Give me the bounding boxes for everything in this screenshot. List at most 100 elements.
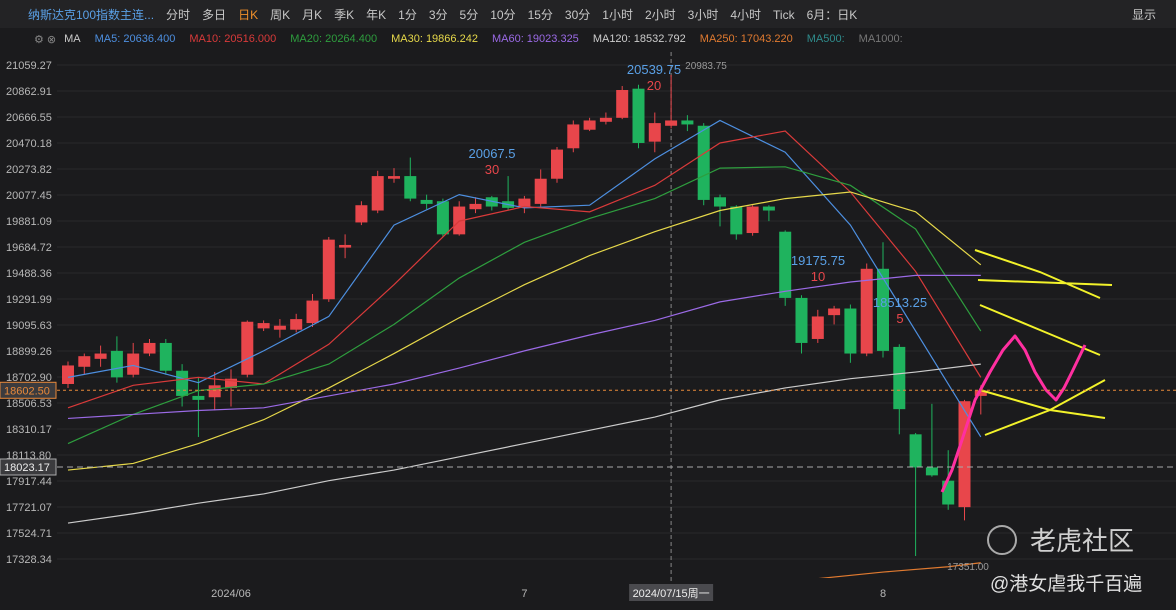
period-tab[interactable]: 日K <box>238 7 259 22</box>
candle-body <box>648 123 661 142</box>
candle-body <box>714 197 726 207</box>
candle-body <box>388 176 400 179</box>
candle-body <box>436 201 449 235</box>
ma-line <box>67 119 982 438</box>
ma-legend: MA250: 17043.220 <box>699 33 793 45</box>
ma-legend: MA60: 19023.325 <box>491 33 579 45</box>
period-tab[interactable]: 季K <box>334 7 355 22</box>
period-tab[interactable]: 多日 <box>202 7 227 22</box>
price-annotation: 19175.75 <box>791 253 845 268</box>
y-tick-label: 20273.82 <box>6 164 52 176</box>
watermark-logo <box>987 525 1017 555</box>
period-tab[interactable]: 30分 <box>564 7 591 22</box>
ma-line <box>67 363 981 524</box>
y-tick-label: 21059.27 <box>6 60 52 72</box>
candle-body <box>225 378 237 388</box>
hand-drawn-line <box>940 334 1087 493</box>
y-tick-label: 17917.44 <box>6 476 52 488</box>
period-tab[interactable]: 4小时 <box>730 7 762 22</box>
y-tick-label: 18310.17 <box>6 424 52 436</box>
candle-body <box>241 321 254 375</box>
candle-body <box>844 308 857 354</box>
ma-line <box>67 191 982 471</box>
ma-line <box>818 562 981 578</box>
candle-body <box>925 467 938 476</box>
y-tick-label: 17328.34 <box>6 554 52 566</box>
indicator-name[interactable]: MA <box>64 33 81 45</box>
period-tab[interactable]: 周K <box>270 7 291 22</box>
candle-body <box>697 125 710 200</box>
annotation-count: 30 <box>485 162 499 177</box>
indicator-bar: ⚙ ⊗ MA MA5: 20636.400 MA10: 20516.000 MA20: … <box>0 28 1176 50</box>
candle-body <box>860 268 873 354</box>
period-tab[interactable]: 3分 <box>428 7 448 22</box>
display-menu[interactable]: 显示 <box>1131 7 1156 22</box>
y-tick-label: 18506.53 <box>6 398 52 410</box>
candle-body <box>893 346 906 410</box>
annotation-count: 20 <box>647 78 661 93</box>
annotation-count: 5 <box>896 311 903 326</box>
candle-body <box>94 353 107 359</box>
settings-icon[interactable]: ⚙ ⊗ <box>34 33 57 46</box>
price-annotation: 20067.5 <box>469 146 516 161</box>
x-tick-label: 7 <box>521 588 527 600</box>
watermark-user: @港女虐我千百遍 <box>990 573 1142 595</box>
ma-legend: MA500: <box>806 33 845 45</box>
ma-legend: MA1000: <box>858 33 903 45</box>
period-tab[interactable]: 1小时 <box>602 7 633 22</box>
period-tab[interactable]: 5分 <box>459 7 479 22</box>
y-tick-label: 17721.07 <box>6 502 52 514</box>
candle-body <box>828 308 841 316</box>
candle-body <box>746 206 759 234</box>
period-tab[interactable]: 分时 <box>166 7 191 22</box>
candle-body <box>290 319 303 330</box>
candle-body <box>257 323 270 329</box>
candle-body <box>974 390 987 396</box>
candle-body <box>681 120 694 125</box>
period-tab[interactable]: Tick <box>773 7 795 22</box>
ma-legend: MA20: 20264.400 <box>290 33 378 45</box>
candle-body <box>485 197 498 207</box>
candle-body <box>779 231 792 298</box>
candle-body <box>599 117 612 122</box>
candle-body <box>567 124 580 149</box>
range-menu[interactable]: 6月：日K <box>806 7 858 22</box>
candle-body <box>616 90 629 118</box>
period-tab[interactable]: 1分 <box>398 7 417 22</box>
candle-body <box>909 434 922 468</box>
symbol[interactable]: 纳斯达克100指数主连... <box>28 7 155 22</box>
candle-body <box>208 385 221 398</box>
y-tick-label: 18702.90 <box>6 372 52 384</box>
period-tab[interactable]: 月K <box>302 7 323 22</box>
candle-body <box>583 120 596 130</box>
period-tab[interactable]: 年K <box>366 7 387 22</box>
candle-body <box>127 353 140 375</box>
price-tag <box>0 381 57 399</box>
period-tab[interactable]: 2小时 <box>644 7 676 22</box>
ma-line <box>67 274 981 420</box>
candle-body <box>877 268 889 351</box>
y-tick-label: 18899.26 <box>6 346 52 358</box>
price-annotation: 17351.00 <box>947 562 989 573</box>
period-tab[interactable]: 3小时 <box>687 7 719 22</box>
y-tick-label: 19095.63 <box>6 320 52 332</box>
watermark-brand: 老虎社区 <box>1030 526 1134 556</box>
hand-drawn-line <box>974 249 1113 436</box>
candle-body <box>306 300 319 324</box>
candle-body <box>371 176 384 211</box>
price-tag <box>0 458 57 476</box>
candle-body <box>665 120 678 126</box>
candle-body <box>469 203 482 210</box>
ma-line <box>67 166 982 445</box>
candle-body <box>730 206 743 235</box>
y-tick-label: 19684.72 <box>6 242 52 254</box>
candle-body <box>632 88 645 143</box>
candle-body <box>404 176 417 199</box>
toolbar: 纳斯达克100指数主连... 分时 多日 日K 周K 月K 季K 年K 1分 3分 5分 10分 15分… <box>0 0 1176 28</box>
ma-legend: MA30: 19866.242 <box>391 33 478 45</box>
period-tab[interactable]: 10分 <box>490 7 516 22</box>
period-tab[interactable]: 15分 <box>527 7 553 22</box>
